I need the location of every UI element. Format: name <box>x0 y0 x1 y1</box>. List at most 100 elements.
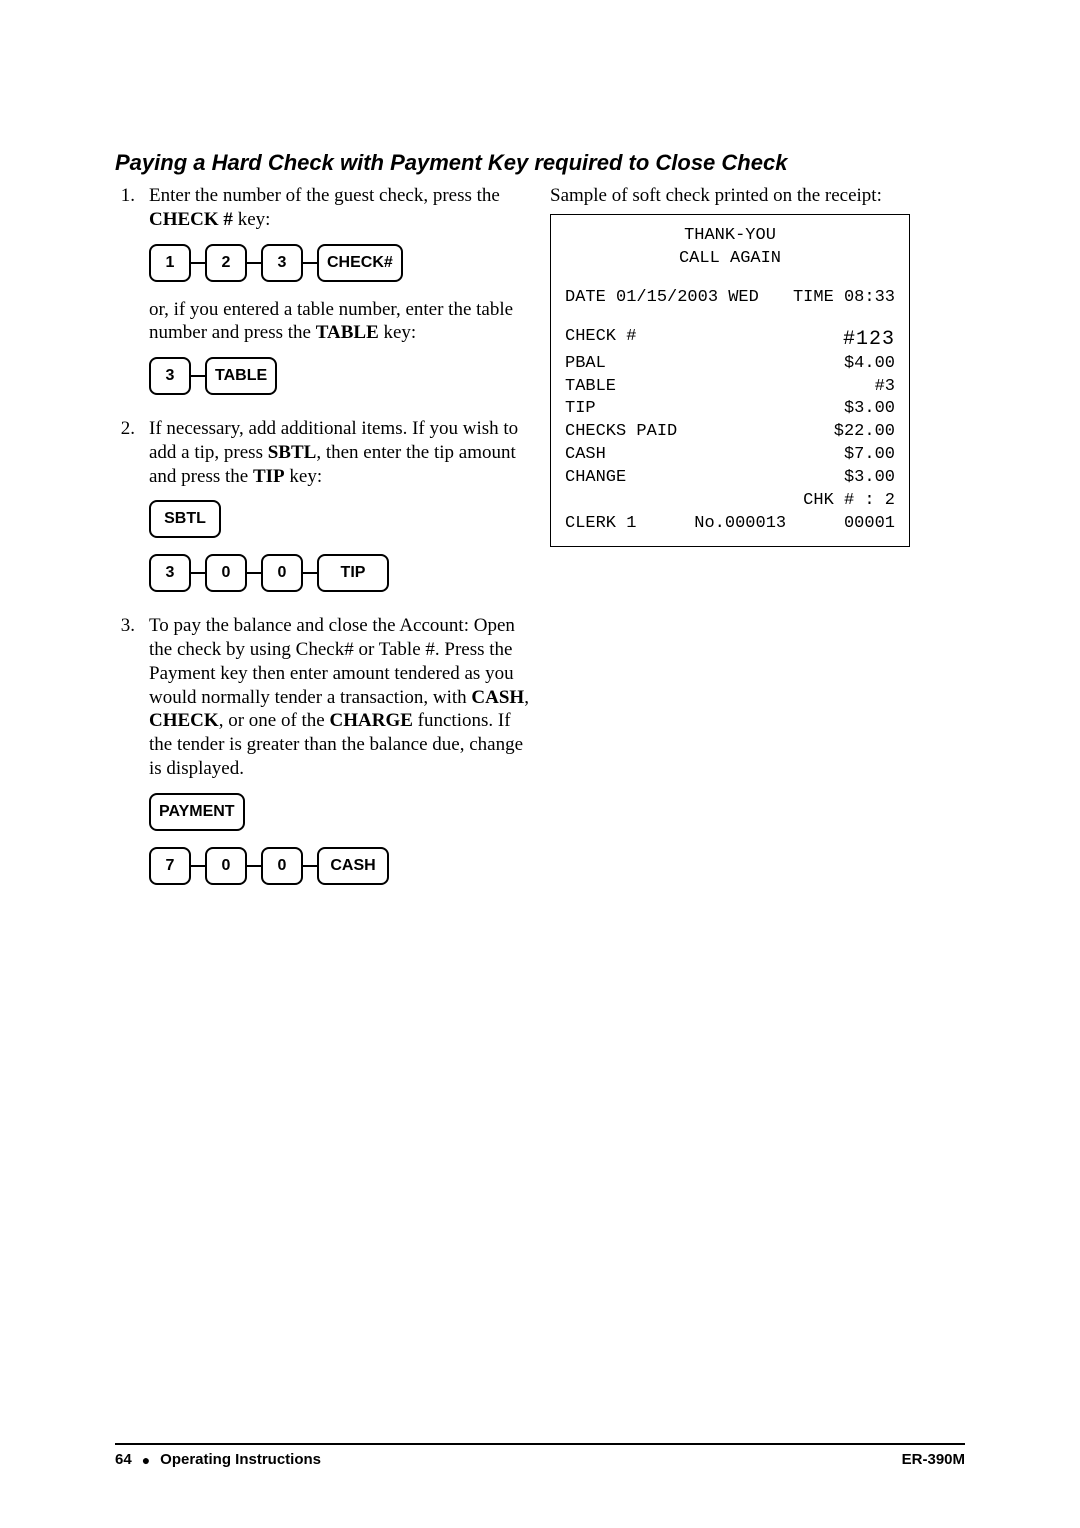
bold: CHECK <box>149 710 219 731</box>
step-body: Enter the number of the guest check, pre… <box>149 184 530 411</box>
receipt-value: #3 <box>875 376 895 399</box>
receipt-footer-row: CLERK 1 No.000013 00001 <box>565 513 895 536</box>
step-number: 2. <box>115 417 149 608</box>
footer-row: 64 ● Operating Instructions ER-390M <box>115 1451 965 1468</box>
key-row-tip: 3 0 0 TIP <box>149 554 530 592</box>
key-3b: 3 <box>149 357 191 395</box>
receipt-time: TIME 08:33 <box>793 287 895 310</box>
bold: SBTL <box>268 442 317 463</box>
receipt: THANK-YOU CALL AGAIN DATE 01/15/2003 WED… <box>550 214 910 547</box>
key-connector <box>247 262 261 264</box>
receipt-label: CHANGE <box>565 467 626 490</box>
key-sbtl: SBTL <box>149 500 221 538</box>
bold: TABLE <box>316 322 379 343</box>
receipt-date: DATE 01/15/2003 WED <box>565 287 759 310</box>
spacer <box>565 310 895 326</box>
key-7: 7 <box>149 847 191 885</box>
bold: CASH <box>471 687 524 708</box>
key-connector <box>247 572 261 574</box>
key-tip: TIP <box>317 554 389 592</box>
key-row-payment: PAYMENT <box>149 793 530 831</box>
key-table: TABLE <box>205 357 277 395</box>
receipt-value: $7.00 <box>844 444 895 467</box>
receipt-line: CHANGE $3.00 <box>565 467 895 490</box>
footer-model: ER-390M <box>902 1451 965 1468</box>
receipt-label: CHECK # <box>565 326 636 353</box>
receipt-label: TIP <box>565 398 596 421</box>
key-row-sbtl: SBTL <box>149 500 530 538</box>
key-row-2: 3 TABLE <box>149 357 530 395</box>
key-connector <box>191 572 205 574</box>
receipt-header-2: CALL AGAIN <box>565 248 895 271</box>
bold: CHECK # <box>149 209 233 230</box>
receipt-value: CHK # : 2 <box>803 490 895 513</box>
spacer <box>565 271 895 287</box>
footer-rule <box>115 1443 965 1445</box>
footer-section: Operating Instructions <box>160 1451 321 1468</box>
step-number: 3. <box>115 614 149 900</box>
step-number: 1. <box>115 184 149 411</box>
key-1: 1 <box>149 244 191 282</box>
receipt-header-1: THANK-YOU <box>565 225 895 248</box>
key-0c: 0 <box>205 847 247 885</box>
step-3: 3. To pay the balance and close the Acco… <box>115 614 530 900</box>
key-connector <box>303 865 317 867</box>
step-1-p1: Enter the number of the guest check, pre… <box>149 184 530 232</box>
key-row-cash: 7 0 0 CASH <box>149 847 530 885</box>
step-2-p1: If necessary, add additional items. If y… <box>149 417 530 488</box>
key-connector <box>191 262 205 264</box>
receipt-line: CHECKS PAID$22.00 <box>565 421 895 444</box>
text: , <box>524 687 529 708</box>
receipt-line: CHECK # #123 <box>565 326 895 353</box>
text: To pay the balance and close the Account… <box>149 615 515 707</box>
step-body: If necessary, add additional items. If y… <box>149 417 530 608</box>
key-3: 3 <box>261 244 303 282</box>
key-connector <box>303 262 317 264</box>
footer-left: 64 ● Operating Instructions <box>115 1451 321 1468</box>
receipt-label: PBAL <box>565 353 606 376</box>
step-1: 1. Enter the number of the guest check, … <box>115 184 530 411</box>
step-1-p2: or, if you entered a table number, enter… <box>149 298 530 346</box>
receipt-value: $4.00 <box>844 353 895 376</box>
step-body: To pay the balance and close the Account… <box>149 614 530 900</box>
page-footer: 64 ● Operating Instructions ER-390M <box>115 1443 965 1468</box>
receipt-value: #123 <box>843 326 895 353</box>
receipt-label: TABLE <box>565 376 616 399</box>
receipt-line: TABLE #3 <box>565 376 895 399</box>
text: key: <box>285 466 322 487</box>
receipt-line: CASH$7.00 <box>565 444 895 467</box>
receipt-seq: 00001 <box>844 513 895 536</box>
text: key: <box>379 322 416 343</box>
bold: CHARGE <box>330 710 413 731</box>
section-title: Paying a Hard Check with Payment Key req… <box>115 150 965 176</box>
key-payment: PAYMENT <box>149 793 245 831</box>
receipt-line: TIP $3.00 <box>565 398 895 421</box>
receipt-rows: CHECK ##123PBAL$4.00TABLE#3TIP$3.00CHECK… <box>565 326 895 514</box>
receipt-value: $22.00 <box>834 421 895 444</box>
text: Enter the number of the guest check, pre… <box>149 185 500 206</box>
key-3c: 3 <box>149 554 191 592</box>
receipt-value: $3.00 <box>844 467 895 490</box>
receipt-clerk: CLERK 1 <box>565 513 636 536</box>
key-connector <box>303 572 317 574</box>
text: key: <box>233 209 270 230</box>
receipt-value: $3.00 <box>844 398 895 421</box>
bold: TIP <box>253 466 285 487</box>
content-columns: 1. Enter the number of the guest check, … <box>115 184 965 907</box>
key-0b: 0 <box>261 554 303 592</box>
key-0d: 0 <box>261 847 303 885</box>
left-column: 1. Enter the number of the guest check, … <box>115 184 530 907</box>
key-connector <box>247 865 261 867</box>
text: , or one of the <box>219 710 330 731</box>
key-2: 2 <box>205 244 247 282</box>
bullet-icon: ● <box>142 1452 150 1468</box>
key-connector <box>191 375 205 377</box>
key-check: CHECK# <box>317 244 403 282</box>
step-2: 2. If necessary, add additional items. I… <box>115 417 530 608</box>
page-number: 64 <box>115 1451 132 1468</box>
sample-intro: Sample of soft check printed on the rece… <box>550 184 965 208</box>
key-row-1: 1 2 3 CHECK# <box>149 244 530 282</box>
key-cash: CASH <box>317 847 389 885</box>
key-0a: 0 <box>205 554 247 592</box>
step-3-p1: To pay the balance and close the Account… <box>149 614 530 780</box>
